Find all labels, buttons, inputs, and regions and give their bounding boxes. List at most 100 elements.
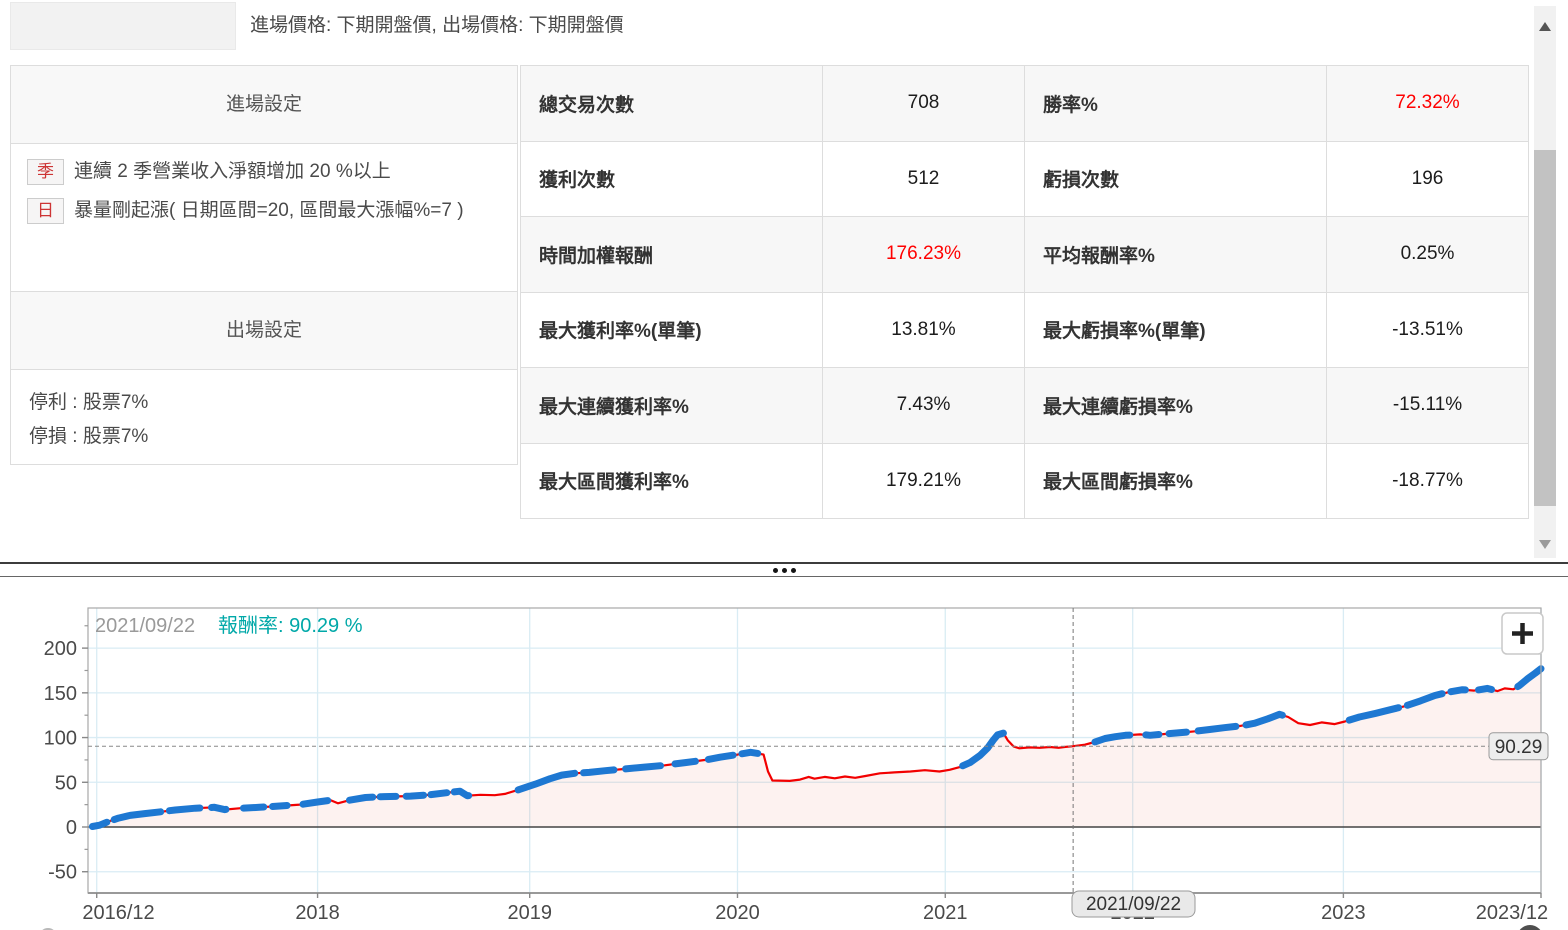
- y-axis-label: 200: [44, 638, 77, 660]
- legend-return-value: 報酬率: 90.29 %: [218, 614, 363, 637]
- scrollbar-thumb[interactable]: [1534, 150, 1556, 506]
- trade-marker-segment: [299, 797, 332, 808]
- trade-marker-segment: [1514, 665, 1545, 691]
- trade-marker-segment: [240, 803, 268, 812]
- return-area: [89, 668, 1541, 827]
- table-row: 總交易次數 708 勝率% 72.32%: [521, 66, 1529, 142]
- trade-marker-segment: [450, 787, 473, 800]
- y-axis-label: 100: [44, 728, 77, 750]
- table-row: 獲利次數 512 虧損次數 196: [521, 141, 1529, 217]
- scroll-down-icon[interactable]: [1539, 540, 1551, 549]
- settings-panel: 進場設定 季連續 2 季營業收入淨額增加 20 %以上日暴量剛起漲( 日期區間=…: [10, 65, 518, 465]
- legend-date: 2021/09/22: [95, 615, 195, 637]
- trade-marker-segment: [269, 802, 291, 810]
- stat-value: 7.43%: [823, 368, 1025, 443]
- crosshair-date-box: [1071, 890, 1196, 918]
- price-rule-text: 進場價格: 下期開盤價, 出場價格: 下期開盤價: [250, 15, 624, 36]
- stat-value: 708: [823, 66, 1025, 141]
- stat-label: 時間加權報酬: [521, 217, 823, 292]
- entry-conditions: 季連續 2 季營業收入淨額增加 20 %以上日暴量剛起漲( 日期區間=20, 區…: [11, 144, 517, 291]
- trade-marker-segment: [427, 789, 451, 799]
- stat-label: 獲利次數: [521, 141, 823, 216]
- table-row: 時間加權報酬 176.23% 平均報酬率% 0.25%: [521, 217, 1529, 293]
- trade-marker-segment: [88, 818, 111, 830]
- x-axis-label: 2023/12: [1476, 902, 1548, 924]
- x-axis-label: 2020: [715, 902, 760, 924]
- trade-marker-segment: [704, 751, 737, 763]
- stat-value: 72.32%: [1327, 66, 1529, 141]
- trade-marker-segment: [738, 748, 762, 758]
- scroll-up-icon[interactable]: [1539, 22, 1551, 31]
- entry-condition-text: 暴量剛起漲( 日期區間=20, 區間最大漲幅%=7 ): [74, 200, 464, 221]
- stat-value: 179.21%: [823, 443, 1025, 518]
- trade-marker-segment: [514, 769, 579, 794]
- table-row: 最大獲利率%(單筆) 13.81% 最大虧損率%(單筆) -13.51%: [521, 292, 1529, 368]
- trade-marker-segment: [208, 803, 230, 814]
- y-axis-label: 0: [66, 817, 77, 839]
- stat-label: 最大獲利率%(單筆): [521, 292, 823, 367]
- entry-condition-text: 連續 2 季營業收入淨額增加 20 %以上: [74, 161, 391, 182]
- stat-label: 最大連續獲利率%: [521, 368, 823, 443]
- toolbar-placeholder: [10, 2, 236, 50]
- hidden-button-right[interactable]: [1517, 925, 1543, 930]
- entry-condition-item: 季連續 2 季營業收入淨額增加 20 %以上: [27, 156, 501, 187]
- stop-loss-rule: 停損 : 股票7%: [29, 426, 149, 447]
- trade-marker-segment: [959, 729, 1007, 770]
- crosshair-value-box: [1488, 732, 1549, 761]
- stat-value: -13.51%: [1327, 292, 1529, 367]
- trade-marker-segment: [1142, 731, 1163, 739]
- stat-value: 0.25%: [1327, 217, 1529, 292]
- x-axis-label: 2021: [923, 902, 968, 924]
- take-profit-rule: 停利 : 股票7%: [29, 392, 149, 413]
- x-axis-label: 2018: [295, 902, 340, 924]
- pane-splitter[interactable]: [0, 562, 1568, 577]
- crosshair-date-text: 2021/09/22: [1086, 894, 1181, 915]
- stat-label: 最大區間獲利率%: [521, 443, 823, 518]
- stat-value: 196: [1327, 141, 1529, 216]
- x-axis-label: 2019: [507, 902, 552, 924]
- trade-marker-segment: [1403, 690, 1446, 709]
- trade-marker-segment: [622, 762, 664, 773]
- trade-marker-segment: [1091, 731, 1134, 746]
- trade-marker-segment: [402, 791, 428, 800]
- exit-conditions: 停利 : 股票7% 停損 : 股票7%: [11, 370, 517, 470]
- trade-marker-segment: [1475, 684, 1496, 694]
- period-badge: 日: [27, 198, 64, 224]
- vertical-scrollbar[interactable]: [1534, 6, 1556, 558]
- trade-marker-segment: [671, 757, 699, 768]
- trade-marker-segment: [346, 793, 377, 804]
- exit-settings-title: 出場設定: [11, 291, 517, 370]
- y-axis-label: 150: [44, 683, 77, 705]
- backtest-stats-table: 總交易次數 708 勝率% 72.32% 獲利次數 512 虧損次數 196 時間加權報酬 176…: [520, 65, 1529, 519]
- x-axis-label: 2023: [1321, 902, 1366, 924]
- y-axis-label: 50: [55, 772, 77, 794]
- stat-label: 最大虧損率%(單筆): [1025, 292, 1327, 367]
- stat-label: 虧損次數: [1025, 141, 1327, 216]
- stat-value: -18.77%: [1327, 443, 1529, 518]
- plot-background[interactable]: [88, 608, 1541, 893]
- trade-marker-segment: [1165, 728, 1190, 738]
- trade-marker-segment: [110, 808, 165, 824]
- stat-value: 13.81%: [823, 292, 1025, 367]
- stat-value: 176.23%: [823, 217, 1025, 292]
- trade-marker-segment: [1194, 722, 1240, 735]
- trade-marker-segment: [1447, 686, 1469, 696]
- y-axis-label: -50: [48, 862, 77, 884]
- drag-dots-icon: [790, 567, 796, 573]
- entry-condition-item: 日暴量剛起漲( 日期區間=20, 區間最大漲幅%=7 ): [27, 195, 501, 226]
- period-badge: 季: [27, 159, 64, 185]
- crosshair-value-text: 90.29: [1495, 737, 1543, 758]
- trade-marker-segment: [165, 804, 204, 815]
- table-row: 最大連續獲利率% 7.43% 最大連續虧損率% -15.11%: [521, 368, 1529, 444]
- stat-label: 總交易次數: [521, 66, 823, 141]
- trade-marker-segment: [1242, 710, 1286, 729]
- drag-dots-icon: [781, 567, 787, 573]
- trade-marker-segment: [580, 766, 618, 777]
- stat-label: 勝率%: [1025, 66, 1327, 141]
- x-axis-label: 2016/12: [82, 902, 154, 924]
- stat-label: 最大區間虧損率%: [1025, 443, 1327, 518]
- entry-settings-title: 進場設定: [11, 66, 517, 144]
- drag-dots-icon: [772, 567, 778, 573]
- trade-marker-segment: [1345, 704, 1403, 724]
